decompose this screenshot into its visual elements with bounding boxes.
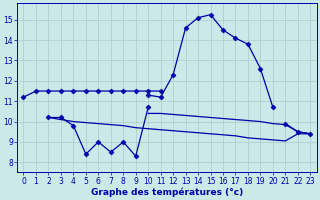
X-axis label: Graphe des températures (°c): Graphe des températures (°c)	[91, 187, 243, 197]
